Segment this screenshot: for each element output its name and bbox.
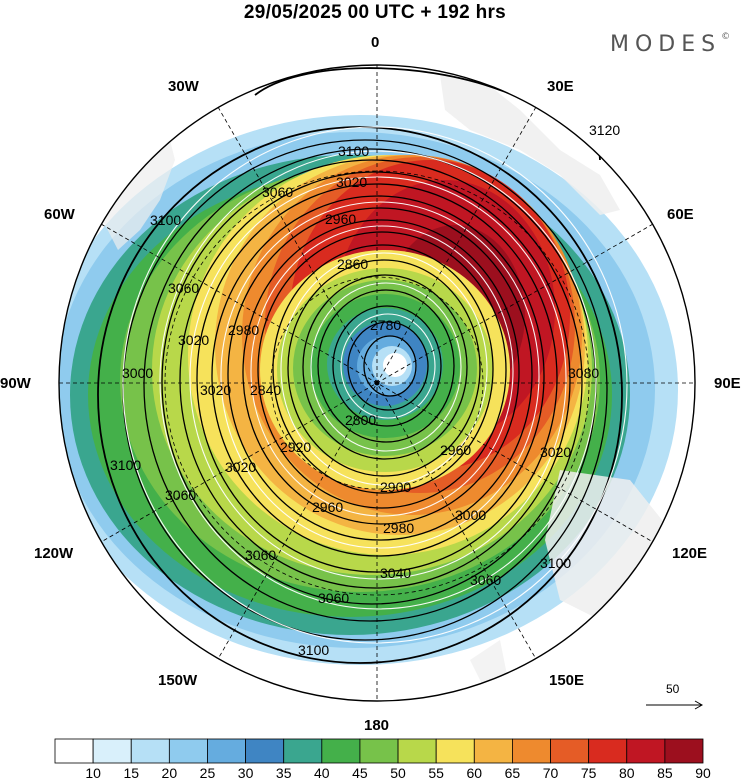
- lon-label-60w: 60W: [44, 206, 75, 223]
- colorbar-tick-label: 85: [657, 765, 673, 781]
- lon-label-30w: 30W: [168, 78, 199, 95]
- modes-logo: MODES©: [610, 32, 731, 57]
- contour-label: 3020: [225, 459, 256, 475]
- contour-label: 3100: [338, 143, 369, 159]
- lon-label-0: 0: [371, 34, 380, 51]
- contour-label: 3080: [568, 365, 599, 381]
- contour-label: 3060: [165, 487, 196, 503]
- contour-label: 3000: [455, 507, 486, 523]
- contour-label: 2800: [345, 412, 376, 428]
- contour-label: 2980: [383, 520, 414, 536]
- colorbar-tick-label: 70: [542, 765, 559, 781]
- lon-label-120e: 120E: [672, 545, 708, 562]
- colorbar-swatch: [397, 738, 437, 764]
- pole-marker: [374, 380, 380, 386]
- colorbar-swatch: [321, 738, 361, 764]
- colorbar-tick-label: 40: [314, 765, 330, 781]
- wind-streamlines: [122, 126, 628, 644]
- contour-label: 3100: [110, 457, 141, 473]
- colorbar: [54, 738, 704, 764]
- colorbar-swatch: [588, 738, 628, 764]
- contour-label: 2900: [380, 479, 411, 495]
- contour-label: 3020: [336, 174, 367, 190]
- colorbar-swatch: [435, 738, 475, 764]
- lon-label-150e: 150E: [549, 672, 585, 689]
- colorbar-swatch: [626, 738, 666, 764]
- colorbar-swatch: [207, 738, 246, 764]
- lon-label-90w: 90W: [0, 375, 31, 392]
- contour-label: 3020: [200, 382, 231, 398]
- contour-label: 3020: [540, 444, 571, 460]
- lon-label-90e: 90E: [714, 375, 741, 392]
- lon-label-120w: 120W: [34, 545, 74, 562]
- colorbar-tick-label: 30: [237, 765, 254, 781]
- contour-label: 3100: [298, 642, 329, 658]
- contour-label: 2860: [337, 256, 368, 272]
- contour-labels: 3100 3060 3020 2960 2860 2780 2800 2900 …: [110, 122, 620, 658]
- contour-label: 3100: [150, 212, 181, 228]
- colorbar-tick-label: 65: [504, 765, 521, 781]
- contour-label: 2780: [370, 317, 401, 333]
- reference-vector-label: 50: [666, 682, 680, 696]
- contour-label: 3060: [262, 184, 293, 200]
- colorbar-swatch: [92, 738, 132, 764]
- colorbar-swatch: [512, 738, 551, 764]
- colorbar-tick-label: 35: [275, 765, 292, 781]
- colorbar-tick-label: 10: [85, 765, 101, 781]
- lon-label-30e: 30E: [547, 78, 574, 95]
- colorbar-tick-label: 15: [123, 765, 140, 781]
- lon-label-60e: 60E: [667, 206, 694, 223]
- contour-label: 3060: [470, 572, 501, 588]
- contour-label: 2920: [280, 439, 311, 455]
- colorbar-tick-label: 90: [695, 765, 711, 781]
- reference-vector-arrow: [646, 700, 704, 710]
- colorbar-swatch: [473, 738, 513, 764]
- colorbar-tick-label: 20: [161, 765, 178, 781]
- contour-label: 3060: [318, 590, 349, 606]
- land-africa: [440, 70, 620, 215]
- colorbar-swatch: [664, 738, 704, 764]
- contour-label: 3020: [178, 332, 209, 348]
- contour-label: 3060: [245, 547, 276, 563]
- colorbar-tick-label: 60: [466, 765, 483, 781]
- contour-label: 2980: [228, 322, 259, 338]
- colorbar-swatch: [359, 738, 399, 764]
- contour-label: 2960: [312, 499, 343, 515]
- contour-label: 3060: [168, 280, 199, 296]
- colorbar-swatch: [130, 738, 170, 764]
- contour-label: 2960: [440, 442, 471, 458]
- contour-label: 2960: [325, 211, 356, 227]
- colorbar-swatch: [283, 738, 323, 764]
- contour-label: 3100: [540, 555, 571, 571]
- colorbar-tick-label: 55: [428, 765, 444, 781]
- map-border: [58, 64, 696, 702]
- lon-label-180: 180: [364, 717, 390, 734]
- colorbar-tick-label: 50: [390, 765, 406, 781]
- contour-label: 3040: [380, 565, 411, 581]
- colorbar-swatch: [550, 738, 590, 764]
- colorbar-swatch: [168, 738, 208, 764]
- lon-label-150w: 150W: [158, 672, 198, 689]
- colorbar-swatch: [54, 738, 94, 764]
- chart-title: 29/05/2025 00 UTC + 192 hrs: [243, 2, 507, 23]
- colorbar-swatch: [245, 738, 285, 764]
- colorbar-tick-label: 80: [618, 765, 635, 781]
- colorbar-tick-label: 75: [580, 765, 597, 781]
- contour-label: 3000: [122, 365, 153, 381]
- contour-label: 3120: [589, 122, 620, 138]
- colorbar-tick-label: 45: [352, 765, 368, 781]
- contour-label: 2840: [250, 382, 281, 398]
- colorbar-tick-label: 25: [199, 765, 216, 781]
